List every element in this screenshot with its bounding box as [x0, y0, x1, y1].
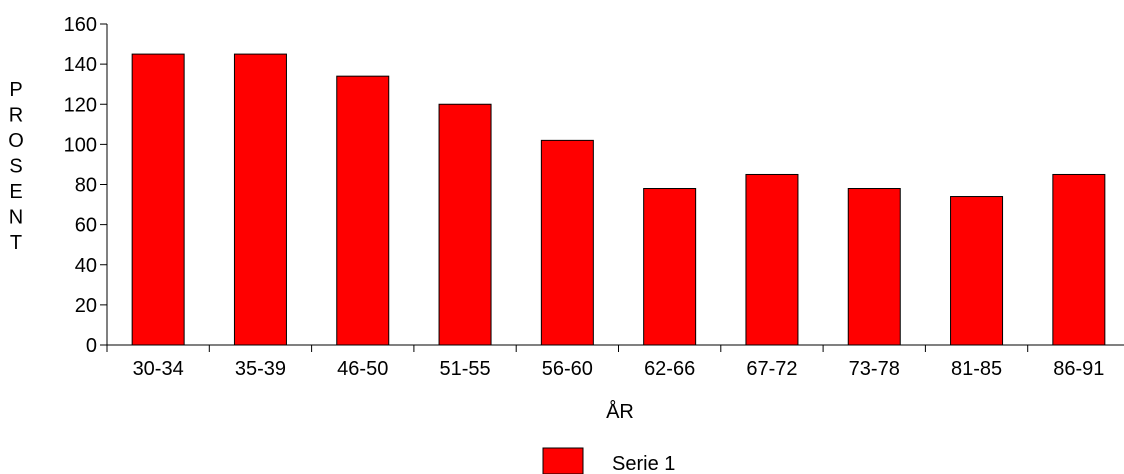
y-tick-label: 60 — [75, 215, 97, 237]
y-tick-label: 160 — [64, 14, 97, 36]
x-tick-label: 56-60 — [542, 358, 593, 380]
y-tick-label: 100 — [64, 134, 97, 156]
x-axis-title: ÅR — [606, 400, 634, 423]
y-tick-label: 140 — [64, 54, 97, 76]
y-axis: 0 20 40 60 80 100 120 140 160 — [64, 14, 108, 357]
y-tick-label: 40 — [75, 255, 97, 277]
x-tick-label: 46-50 — [337, 358, 388, 380]
bar — [1052, 173, 1106, 346]
bar — [540, 139, 594, 346]
y-axis-title-letter: N — [9, 207, 23, 229]
bar — [847, 188, 901, 346]
y-axis-title-letter: O — [8, 130, 24, 152]
bar — [643, 188, 697, 346]
y-tick-label: 80 — [75, 175, 97, 197]
legend-swatch — [542, 447, 584, 474]
y-tick-label: 20 — [75, 295, 97, 317]
x-tick-label: 67-72 — [746, 358, 797, 380]
x-tick-label: 35-39 — [235, 358, 286, 380]
y-axis-title-letter: T — [10, 232, 22, 254]
bar — [233, 53, 287, 346]
bar — [131, 53, 185, 346]
bar — [336, 75, 390, 346]
legend: Serie 1 — [542, 447, 675, 474]
y-tick-label: 120 — [64, 94, 97, 116]
y-axis-title-letter: S — [9, 156, 22, 178]
x-axis: 30-34 35-39 46-50 51-55 56-60 62-66 67-72 73-78… — [106, 344, 1124, 380]
y-axis-title-letter: R — [9, 105, 23, 127]
y-axis-title-letter: P — [9, 79, 22, 101]
bar — [950, 196, 1004, 346]
bar — [438, 103, 492, 346]
x-tick-label: 62-66 — [644, 358, 695, 380]
x-tick-label: 81-85 — [951, 358, 1002, 380]
bar — [745, 173, 799, 346]
legend-label-serie-1: Serie 1 — [612, 453, 675, 474]
y-axis-title-letter: E — [9, 181, 22, 203]
x-tick-label: 30-34 — [133, 358, 184, 380]
y-tick-label: 0 — [86, 335, 97, 357]
bars — [131, 53, 1106, 346]
x-tick-label: 51-55 — [439, 358, 490, 380]
x-tick-label: 86-91 — [1053, 358, 1104, 380]
x-tick-label: 73-78 — [849, 358, 900, 380]
